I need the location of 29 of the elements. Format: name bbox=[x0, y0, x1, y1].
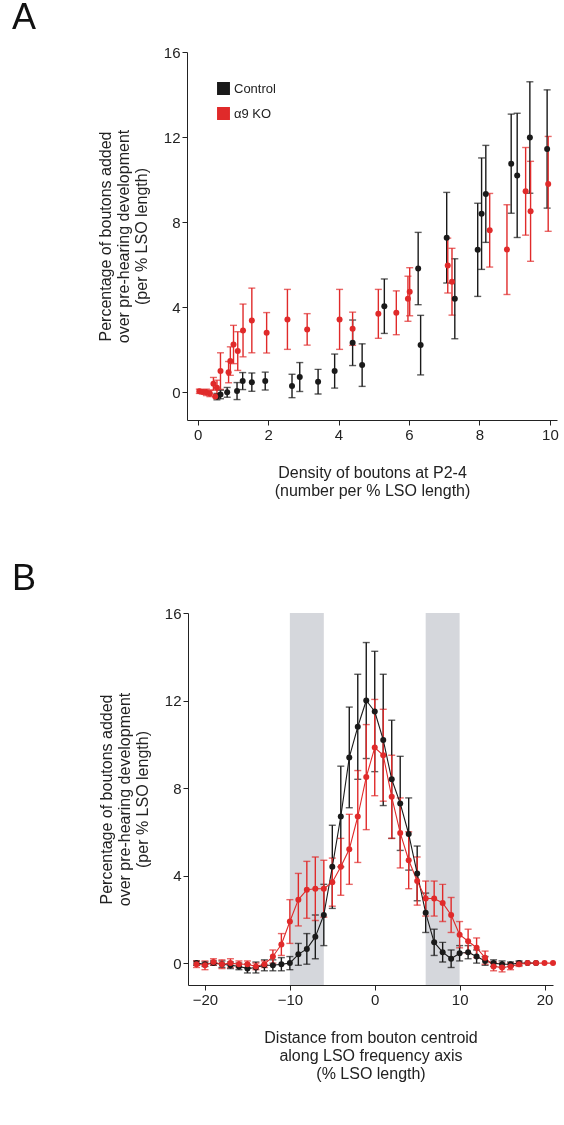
y-tick-label: 12 bbox=[164, 692, 182, 710]
x-tick-label: 6 bbox=[405, 425, 414, 443]
y-tick-label: 4 bbox=[173, 867, 182, 885]
y-tick-label: 8 bbox=[172, 213, 181, 231]
y-tick-label: 0 bbox=[172, 383, 181, 401]
x-tick-label: 10 bbox=[451, 990, 469, 1008]
x-tick-label: −10 bbox=[277, 990, 304, 1008]
x-tick-label: 2 bbox=[264, 425, 273, 443]
x-tick-label: 8 bbox=[475, 425, 485, 443]
y-tick-label: 16 bbox=[164, 604, 182, 622]
x-tick-label: 10 bbox=[542, 425, 559, 443]
y-axis-title: Percentage of boutons added over pre-hearing development (per % LSO length) bbox=[97, 692, 151, 907]
legend-label: α9 KO bbox=[234, 105, 272, 121]
x-axis-title: Distance from bouton centroid along LSO frequency axis (% LSO length) bbox=[264, 1028, 478, 1082]
y-axis-title: Percentage of boutons added over pre-hearing development (per % LSO length) bbox=[96, 129, 150, 344]
x-tick-label: 20 bbox=[536, 990, 554, 1008]
x-axis-title: Density of boutons at P2-4 (number per % LSO length) bbox=[274, 463, 471, 499]
y-tick-label: 8 bbox=[173, 779, 182, 797]
chart-title: B bbox=[12, 557, 37, 598]
legend-label: Control bbox=[234, 80, 277, 96]
y-tick-label: 4 bbox=[172, 298, 181, 316]
x-tick-label: −20 bbox=[192, 990, 219, 1008]
x-tick-label: 0 bbox=[371, 990, 380, 1008]
x-tick-label: 0 bbox=[193, 425, 203, 443]
x-tick-label: 4 bbox=[334, 425, 344, 443]
chart-title: A bbox=[12, 0, 37, 37]
y-tick-label: 0 bbox=[173, 954, 182, 972]
y-tick-label: 16 bbox=[163, 43, 181, 61]
y-tick-label: 12 bbox=[163, 128, 181, 146]
